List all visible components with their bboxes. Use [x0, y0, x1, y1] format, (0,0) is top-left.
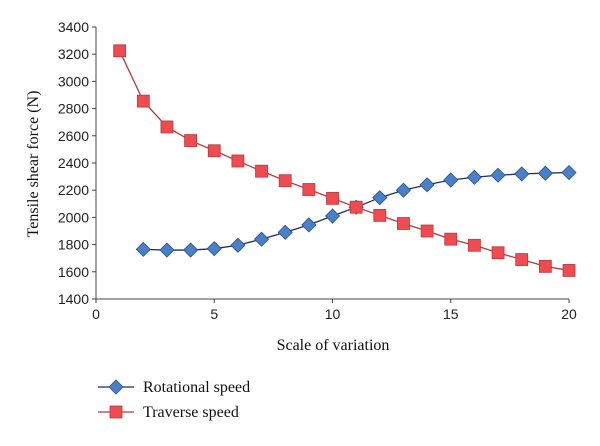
data-point-traverse-speed [326, 191, 339, 205]
data-point-traverse-speed [113, 44, 127, 58]
data-point-traverse-speed [349, 200, 363, 214]
legend-marker-traverse-speed [109, 405, 123, 419]
y-tick-label: 2200 [58, 182, 89, 198]
y-tick-label: 3000 [58, 73, 89, 89]
data-point-traverse-speed [184, 134, 198, 147]
data-point-traverse-speed [397, 217, 410, 230]
data-point-rotational-speed [301, 217, 317, 233]
data-point-rotational-speed [183, 242, 199, 258]
y-tick-label: 1600 [58, 264, 89, 280]
y-axis-label: Tensile shear force (N) [25, 91, 42, 238]
data-point-rotational-speed [514, 166, 530, 182]
data-point-rotational-speed [135, 241, 151, 257]
data-point-rotational-speed [490, 167, 506, 183]
data-point-rotational-speed [206, 241, 222, 257]
data-point-traverse-speed [255, 164, 268, 178]
data-point-rotational-speed [159, 242, 175, 258]
data-point-traverse-speed [373, 208, 387, 222]
y-tick-label: 2800 [58, 101, 89, 117]
y-axis: 1400 1600 1800 2000 2200 2400 2600 2800 3000 3200… [58, 19, 97, 307]
data-point-rotational-speed [277, 224, 293, 240]
plot-area [113, 44, 577, 277]
data-point-traverse-speed [231, 154, 245, 168]
y-tick-label: 3400 [58, 19, 89, 35]
data-point-traverse-speed [515, 253, 529, 266]
x-tick-label: 15 [443, 306, 459, 322]
data-point-traverse-speed [444, 232, 458, 246]
data-point-traverse-speed [207, 144, 221, 158]
data-point-traverse-speed [491, 246, 505, 260]
data-point-traverse-speed [562, 264, 576, 277]
data-point-rotational-speed [419, 177, 435, 193]
data-point-rotational-speed [561, 164, 577, 181]
y-tick-label: 1800 [58, 237, 89, 253]
data-point-traverse-speed [467, 238, 481, 252]
legend-item-rotational-speed: Rotational speed [98, 379, 250, 396]
y-tick-label: 3200 [58, 46, 89, 62]
legend: Rotational speed Traverse speed [98, 379, 250, 421]
data-point-rotational-speed [230, 237, 246, 253]
x-axis-label: Scale of variation [277, 337, 390, 354]
data-point-rotational-speed [372, 190, 388, 206]
y-tick-label: 1400 [58, 291, 89, 307]
x-tick-label: 20 [561, 306, 577, 322]
data-point-traverse-speed [160, 120, 174, 134]
data-point-traverse-speed [278, 174, 292, 188]
data-point-traverse-speed [420, 224, 434, 238]
data-point-rotational-speed [395, 182, 412, 198]
data-point-rotational-speed [443, 172, 459, 188]
x-tick-label: 5 [210, 306, 218, 322]
data-point-rotational-speed [466, 169, 482, 185]
data-point-traverse-speed [538, 259, 552, 273]
data-point-rotational-speed [253, 231, 270, 247]
x-tick-label: 0 [92, 306, 100, 322]
legend-label: Rotational speed [143, 379, 250, 396]
data-point-traverse-speed [136, 94, 150, 108]
data-point-traverse-speed [302, 183, 316, 196]
y-tick-label: 2000 [58, 209, 89, 225]
series-traverse-speed [113, 44, 576, 277]
y-tick-label: 2400 [58, 155, 89, 171]
y-tick-label: 2600 [58, 128, 89, 144]
x-tick-label: 10 [325, 306, 341, 322]
series-line-traverse-speed [119, 50, 570, 272]
data-point-rotational-speed [324, 208, 341, 224]
legend-item-traverse-speed: Traverse speed [98, 404, 239, 421]
legend-label: Traverse speed [143, 404, 239, 421]
x-axis: 0 5 10 15 20 [92, 298, 577, 322]
legend-marker-rotational-speed [108, 379, 124, 395]
data-point-rotational-speed [537, 165, 553, 181]
